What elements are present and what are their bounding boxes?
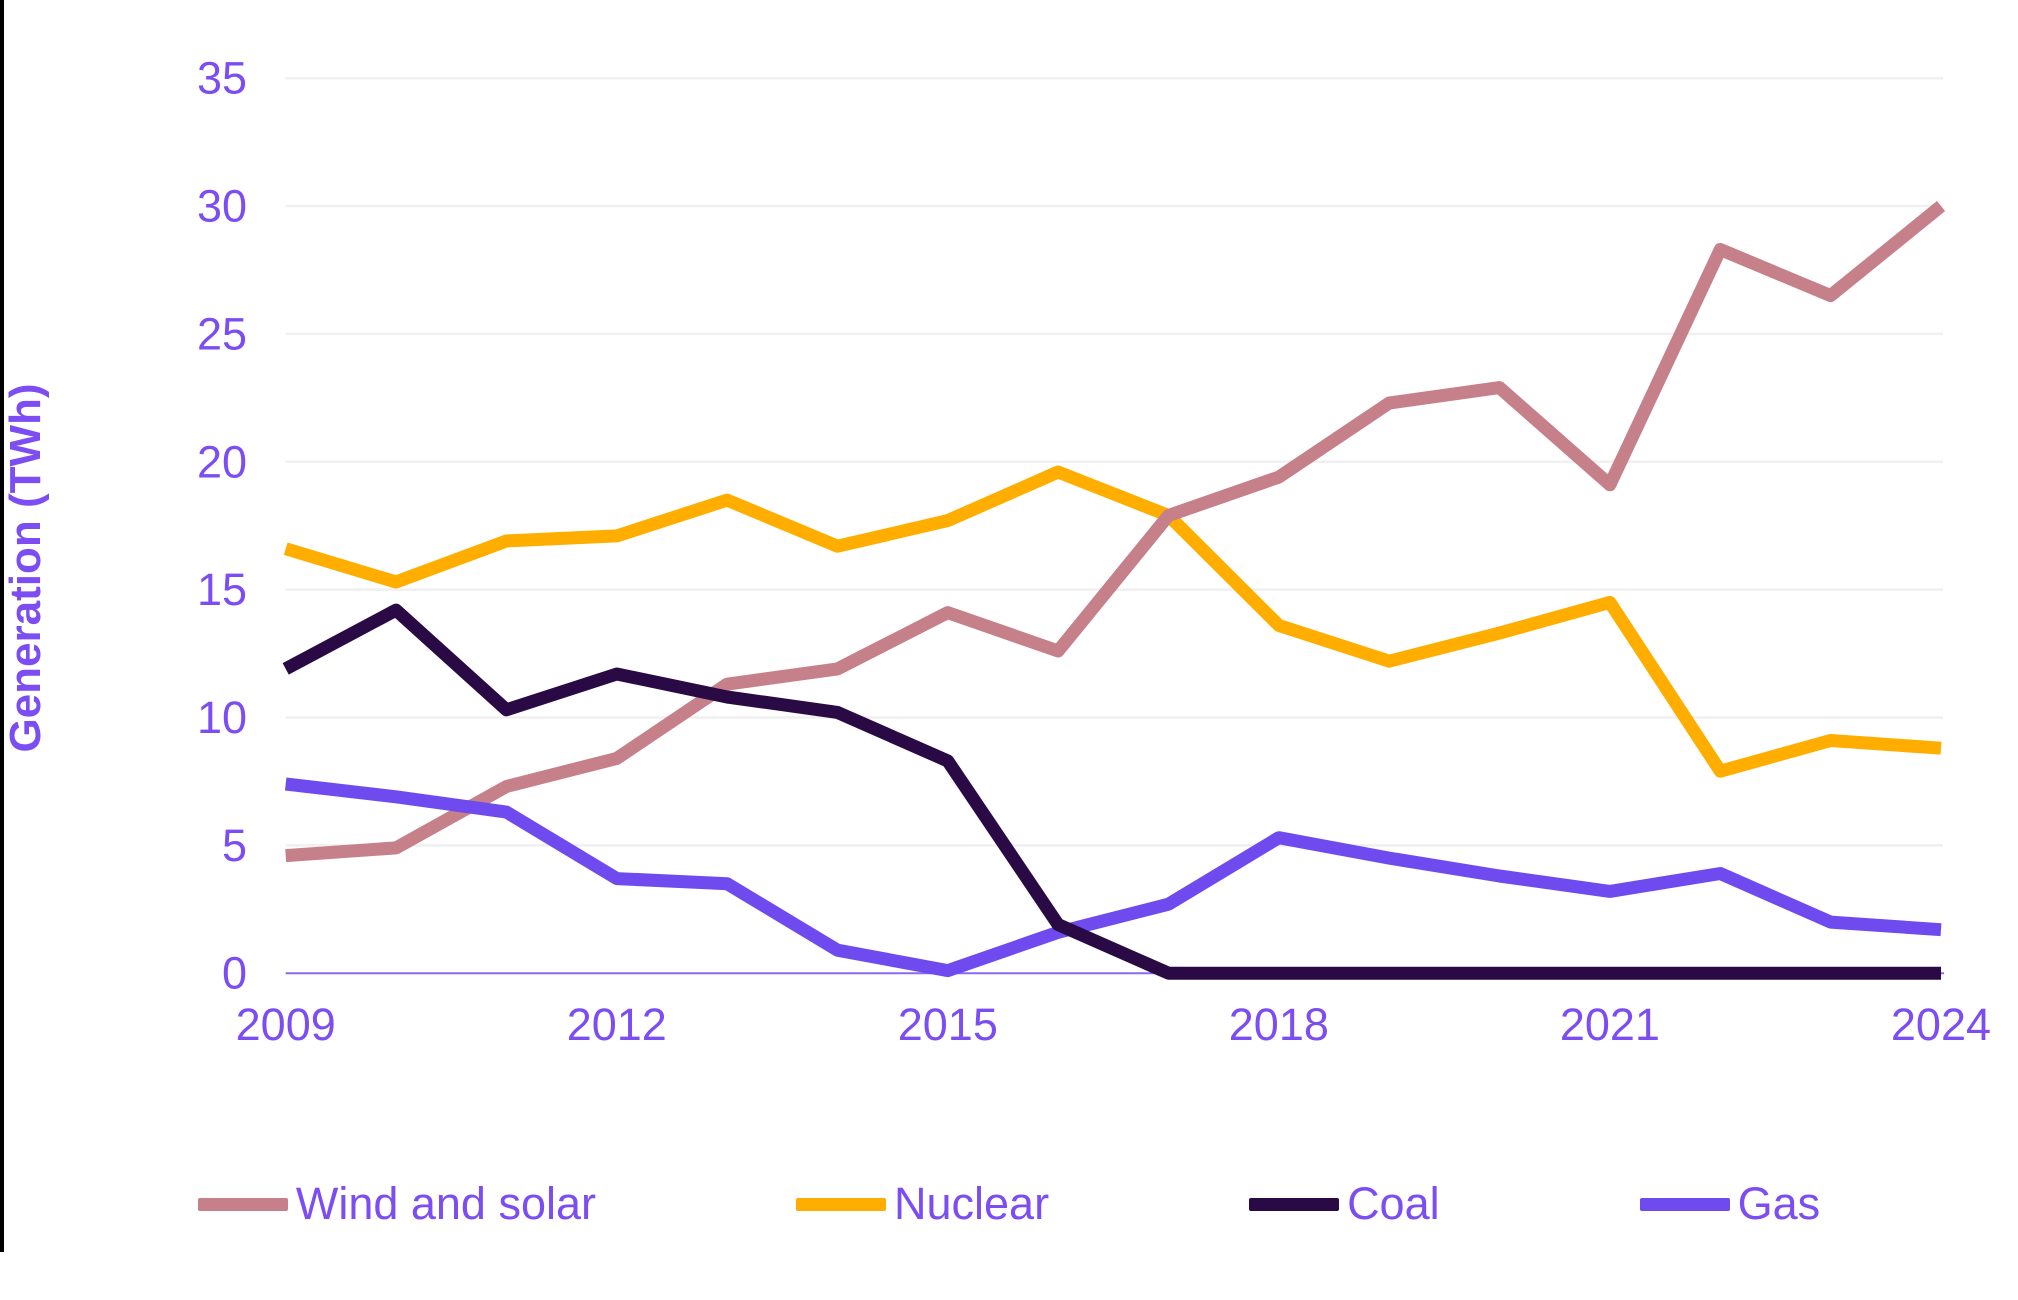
y-tick-label: 30 (197, 181, 247, 232)
legend-swatch (796, 1197, 886, 1211)
y-tick-label: 0 (222, 948, 247, 999)
legend-swatch (197, 1197, 288, 1211)
x-tick-label: 2021 (1560, 999, 1660, 1050)
legend-label: Wind and solar (295, 1178, 596, 1229)
x-tick-label: 2009 (236, 999, 336, 1050)
series-line-coal (282, 603, 1941, 980)
legend-item-wind-and-solar: Wind and solar (197, 1178, 596, 1230)
y-tick-label: 15 (197, 564, 247, 615)
legend-label: Gas (1737, 1178, 1821, 1229)
left-edge-border (0, 0, 4, 1252)
legend-item-gas: Gas (1639, 1178, 1821, 1230)
y-tick-label: 25 (197, 308, 247, 359)
legend-swatch (1639, 1197, 1730, 1211)
x-tick-label: 2024 (1891, 999, 1991, 1050)
legend-swatch (1249, 1197, 1340, 1211)
legend: Wind and solar Nuclear Coal Gas (0, 1178, 2018, 1230)
y-tick-label: 35 (197, 53, 247, 104)
legend-item-nuclear: Nuclear (796, 1178, 1049, 1230)
x-tick-label: 2012 (567, 999, 667, 1050)
y-axis-title: Generation (TWh) (1, 383, 50, 752)
legend-label: Coal (1347, 1178, 1440, 1229)
series-line-gas (284, 777, 1942, 978)
y-tick-label: 10 (197, 692, 247, 743)
series-line-wind-and-solar (285, 201, 1946, 863)
x-tick-label: 2018 (1229, 999, 1329, 1050)
series-line-nuclear (283, 465, 1942, 778)
legend-item-coal: Coal (1249, 1178, 1440, 1230)
x-tick-labels: 2009 2012 2015 2018 2021 2024 (236, 999, 1991, 1050)
y-tick-labels: 0 5 10 15 20 25 30 35 (197, 53, 247, 999)
legend-label: Nuclear (894, 1178, 1050, 1229)
y-tick-label: 20 (197, 436, 247, 487)
x-tick-label: 2015 (898, 999, 998, 1050)
series-lines (282, 201, 1946, 980)
y-tick-label: 5 (222, 820, 247, 871)
gridlines (285, 76, 1943, 847)
